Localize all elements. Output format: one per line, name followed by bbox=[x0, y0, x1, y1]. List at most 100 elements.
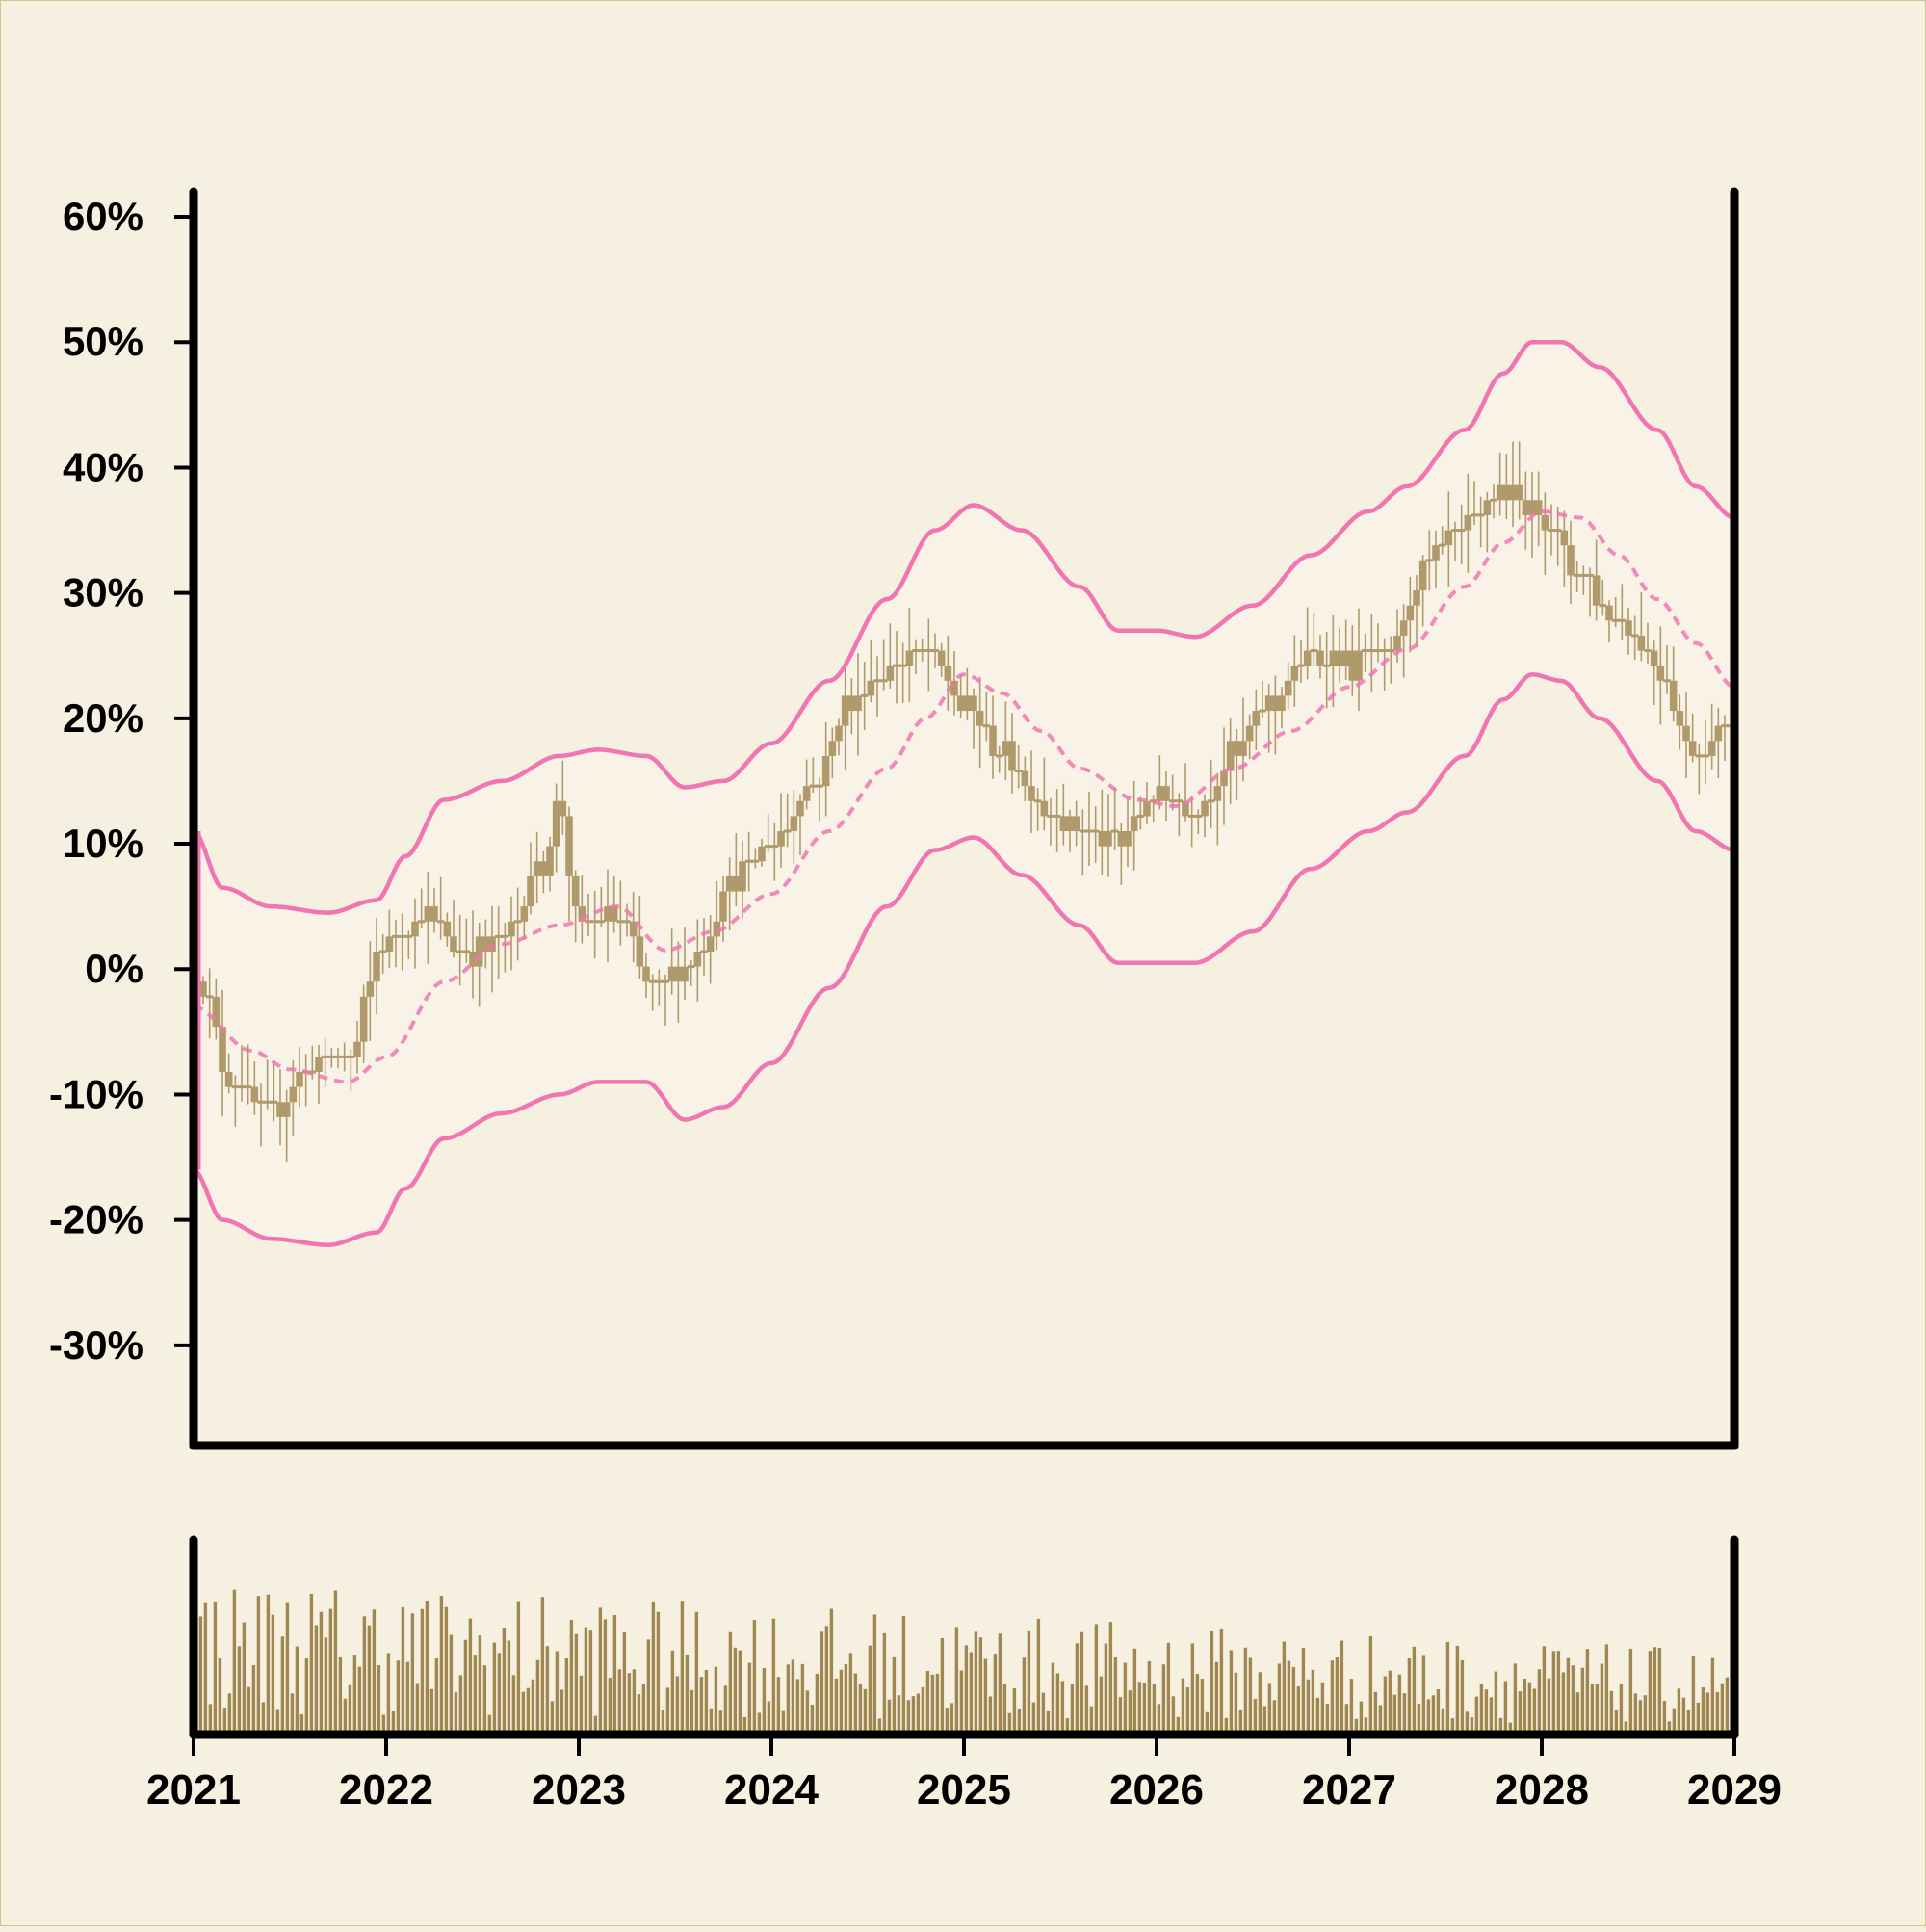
volume-bar bbox=[685, 1654, 690, 1735]
candle-body bbox=[327, 1055, 336, 1058]
y-tick-label: -10% bbox=[49, 1071, 143, 1116]
volume-bar bbox=[1465, 1711, 1470, 1735]
volume-bar bbox=[714, 1666, 718, 1735]
volume-bar bbox=[242, 1622, 247, 1735]
candle-body bbox=[1149, 799, 1158, 803]
volume-bar bbox=[1166, 1642, 1171, 1735]
volume-bar bbox=[343, 1698, 348, 1735]
volume-bar bbox=[1662, 1701, 1667, 1735]
volume-bar bbox=[1277, 1663, 1282, 1735]
candle-body bbox=[835, 725, 843, 742]
volume-bar bbox=[897, 1695, 901, 1735]
volume-bar bbox=[1007, 1712, 1012, 1735]
volume-bar bbox=[295, 1646, 299, 1735]
volume-bar bbox=[420, 1608, 425, 1735]
volume-bar bbox=[1210, 1630, 1214, 1735]
volume-bar bbox=[285, 1602, 290, 1735]
volume-bar bbox=[454, 1692, 458, 1735]
candle-body bbox=[590, 920, 599, 924]
candle-body bbox=[1316, 650, 1324, 666]
volume-bar bbox=[203, 1602, 208, 1735]
candle-body bbox=[1464, 514, 1472, 531]
volume-bar bbox=[396, 1660, 401, 1735]
volume-bar bbox=[1417, 1704, 1421, 1735]
candle-body bbox=[687, 965, 695, 969]
y-tick-label: 0% bbox=[85, 946, 143, 991]
volume-bar bbox=[1450, 1718, 1455, 1735]
candle-body bbox=[777, 831, 785, 847]
volume-bar bbox=[550, 1701, 555, 1735]
candle-body bbox=[315, 1057, 323, 1073]
candle-body bbox=[700, 950, 708, 953]
candle-body bbox=[924, 649, 933, 653]
volume-bar bbox=[1624, 1721, 1628, 1735]
volume-bar bbox=[1643, 1695, 1648, 1735]
candle-body bbox=[674, 966, 683, 982]
candle-body bbox=[424, 906, 432, 922]
volume-bar bbox=[1638, 1700, 1643, 1735]
lower-band-line bbox=[193, 672, 1735, 1247]
volume-bar bbox=[781, 1710, 786, 1735]
volume-bar bbox=[1157, 1704, 1161, 1735]
volume-bar bbox=[1474, 1696, 1479, 1735]
candle-body bbox=[931, 649, 939, 653]
volume-bar bbox=[877, 1718, 882, 1735]
candle-body bbox=[1451, 529, 1459, 533]
candle-body bbox=[1091, 829, 1100, 833]
volume-bar bbox=[1600, 1663, 1604, 1735]
volume-bar bbox=[1571, 1665, 1575, 1735]
volume-bar bbox=[1272, 1700, 1277, 1735]
volume-bar bbox=[950, 1703, 954, 1735]
candle-body bbox=[681, 966, 689, 982]
candle-body bbox=[1387, 649, 1395, 653]
volume-bars-layer bbox=[194, 1589, 1734, 1735]
candle-body bbox=[879, 679, 888, 683]
volume-bar bbox=[1672, 1708, 1677, 1735]
candle-body bbox=[1047, 814, 1054, 818]
volume-bar bbox=[1075, 1643, 1080, 1735]
candle-body bbox=[1226, 741, 1235, 771]
volume-bar bbox=[333, 1590, 338, 1735]
volume-bar bbox=[1354, 1718, 1359, 1735]
candle-body bbox=[1136, 814, 1145, 818]
candle-body bbox=[1175, 799, 1184, 803]
candle-body bbox=[956, 695, 965, 712]
candle-body bbox=[1637, 635, 1646, 651]
volume-bar bbox=[704, 1670, 709, 1735]
volume-bar bbox=[608, 1678, 612, 1735]
candle-body bbox=[1663, 679, 1671, 683]
candle-body bbox=[873, 679, 881, 683]
candle-body bbox=[1194, 814, 1203, 818]
candle-body bbox=[244, 1085, 252, 1089]
volume-bar bbox=[1094, 1624, 1099, 1735]
candle-body bbox=[989, 725, 997, 756]
volume-bar bbox=[983, 1658, 988, 1735]
volume-bar bbox=[723, 1685, 728, 1735]
candle-body bbox=[1592, 575, 1601, 606]
volume-bar bbox=[868, 1645, 872, 1735]
candle-body bbox=[1355, 650, 1363, 681]
candle-body bbox=[854, 695, 862, 712]
volume-bar bbox=[304, 1658, 309, 1735]
y-tick-label: 30% bbox=[63, 570, 143, 615]
volume-bar bbox=[921, 1686, 925, 1735]
candle-body bbox=[1630, 634, 1639, 638]
volume-bar bbox=[458, 1675, 463, 1735]
candle-body bbox=[1457, 529, 1466, 533]
volume-bar bbox=[1258, 1672, 1262, 1735]
volume-bar bbox=[1609, 1690, 1614, 1735]
axes-layer: -30% -20% -10% 0% 10% 20% 30% 40% 50% 60% 2021 2022… bbox=[49, 187, 1782, 1814]
candle-body bbox=[1271, 695, 1280, 712]
candle-body bbox=[373, 952, 380, 982]
volume-bar bbox=[1705, 1692, 1710, 1735]
volume-bar bbox=[213, 1601, 218, 1735]
candle-body bbox=[1515, 484, 1523, 501]
candle-body bbox=[636, 936, 644, 967]
volume-bar bbox=[593, 1715, 598, 1735]
candle-body bbox=[1201, 800, 1209, 817]
volume-bar bbox=[1421, 1655, 1426, 1735]
volume-bar bbox=[299, 1714, 304, 1735]
volume-bar bbox=[699, 1677, 704, 1735]
volume-bar bbox=[1253, 1699, 1258, 1735]
